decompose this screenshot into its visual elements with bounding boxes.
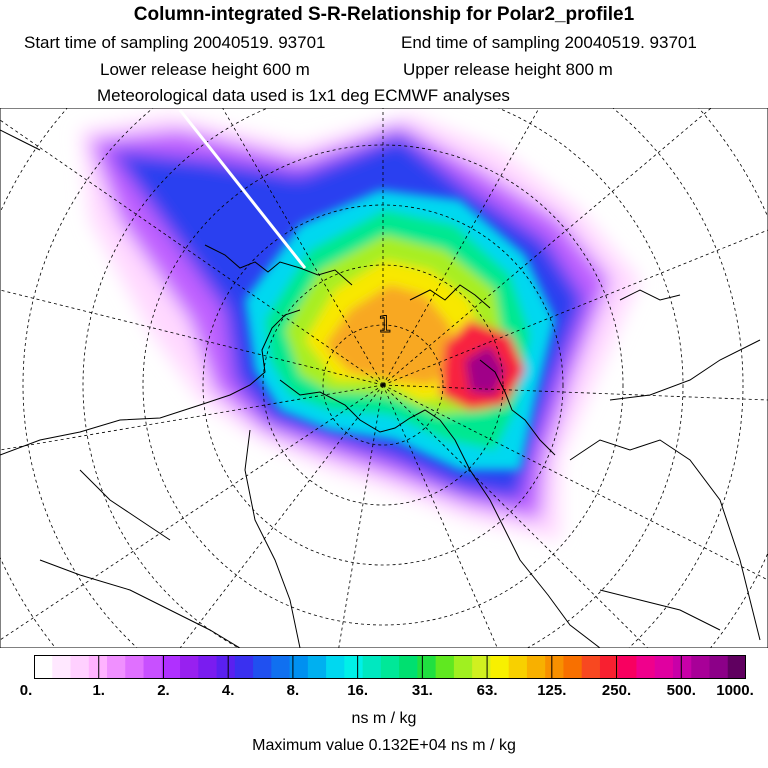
colorbar-tick-label: 8.	[286, 682, 300, 699]
colorbar-tick-label: 63.	[476, 682, 498, 699]
colorbar-swatch	[599, 655, 619, 679]
colorbar-swatch	[344, 655, 364, 679]
colorbar-tick-label: 16.	[347, 682, 369, 699]
colorbar-swatch	[727, 655, 747, 679]
colorbar-swatch	[326, 655, 345, 679]
colorbar-swatch	[52, 655, 72, 679]
upper-release-text: Upper release height 800 m	[403, 60, 613, 79]
colorbar-swatch	[107, 655, 126, 679]
colorbar-tick-label: 250.	[601, 682, 632, 699]
colorbar-swatch	[180, 655, 199, 679]
colorbar-swatch	[508, 655, 528, 679]
colorbar-border	[34, 655, 746, 679]
colorbar-swatch	[672, 655, 692, 679]
colorbar-swatch	[161, 655, 181, 679]
colorbar-swatch	[125, 655, 145, 679]
colorbar-swatch	[618, 655, 638, 679]
colorbar-swatch	[417, 655, 437, 679]
colorbar-swatch	[307, 655, 327, 679]
colorbar-swatch	[234, 655, 254, 679]
colorbar-swatch	[472, 655, 492, 679]
maximum-value-text: Maximum value 0.132E+04 ns m / kg	[252, 737, 516, 754]
colorbar-swatch	[88, 655, 108, 679]
colorbar-tick-label: 1.	[92, 682, 105, 699]
lower-release-text: Lower release height 600 m	[100, 60, 310, 79]
colorbar-swatches	[34, 655, 747, 679]
colorbar-swatch	[709, 655, 729, 679]
colorbar-tick-label: 0.	[19, 682, 33, 699]
colorbar-swatch	[198, 655, 218, 679]
colorbar-swatch	[691, 655, 711, 679]
colorbar-tick-label: 125.	[537, 682, 567, 699]
colorbar-swatch	[453, 655, 473, 679]
colorbar-swatch	[362, 655, 382, 679]
colorbar-swatch	[399, 655, 418, 679]
colorbar-swatch	[545, 655, 565, 679]
map-title: Column-integrated S-R-Relationship for P…	[133, 4, 635, 25]
colorbar-swatch	[70, 655, 90, 679]
colorbar-tick-label: 31.	[411, 682, 433, 699]
colorbar-swatch	[654, 655, 674, 679]
colorbar-tick-label: 4.	[221, 682, 235, 699]
end-sampling-text: End time of sampling 20040519. 93701	[401, 33, 697, 52]
polar-map: 1	[0, 108, 768, 648]
colorbar-swatch	[216, 655, 236, 679]
colorbar-swatch	[563, 655, 583, 679]
colorbar-swatch	[271, 655, 291, 679]
colorbar	[34, 655, 747, 679]
colorbar-tick-label: 500.	[666, 682, 696, 699]
colorbar-tick-label: 2.	[157, 682, 170, 699]
colorbar-swatch	[253, 655, 272, 679]
colorbar-swatch	[490, 655, 510, 679]
coastlines	[0, 129, 761, 648]
colorbar-swatch	[636, 655, 656, 679]
start-sampling-text: Start time of sampling 20040519. 93701	[24, 33, 326, 52]
colorbar-swatch	[143, 655, 163, 679]
colorbar-swatch	[435, 655, 455, 679]
colorbar-tick-labels: 0. 1. 2. 4. 8. 16. 31. 63. 125. 250. 500. 1000.	[0, 682, 768, 702]
plume-gap	[178, 109, 307, 269]
colorbar-swatch	[289, 655, 309, 679]
colorbar-swatch	[526, 655, 546, 679]
sensitivity-field	[80, 115, 640, 540]
release-marker-label: 1	[378, 313, 392, 338]
units-label: ns m / kg	[351, 710, 417, 727]
colorbar-swatch	[380, 655, 400, 679]
colorbar-swatch	[581, 655, 601, 679]
colorbar-swatch	[34, 655, 53, 679]
met-data-text: Meteorological data used is 1x1 deg ECMW…	[97, 86, 510, 105]
colorbar-tick-label: 1000.	[716, 682, 754, 699]
